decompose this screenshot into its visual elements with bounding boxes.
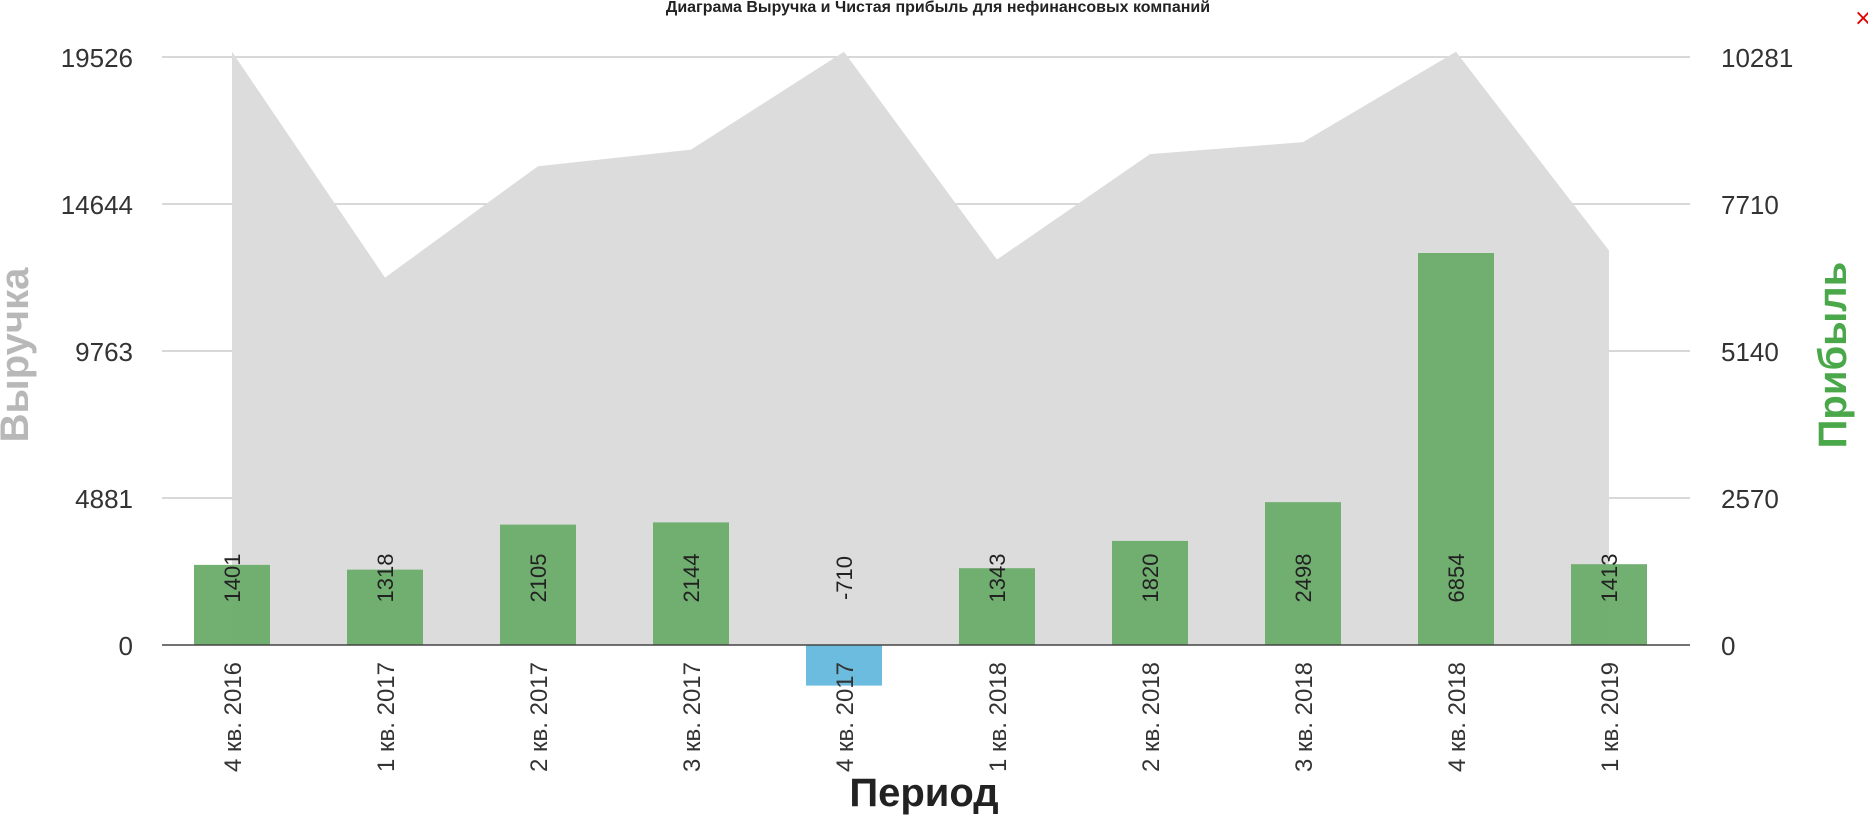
right-tick-label: 10281 [1721, 43, 1793, 73]
x-tick-label: 4 кв. 2016 [220, 662, 247, 772]
profit-bar [959, 568, 1035, 645]
bar-value-label: 1401 [220, 554, 245, 603]
bar-value-label: 2144 [679, 554, 704, 603]
profit-bar [1112, 540, 1188, 645]
profit-bar [1571, 564, 1647, 645]
x-tick-label: 4 кв. 2018 [1444, 662, 1471, 772]
profit-bar [347, 569, 423, 645]
right-tick-label: 7710 [1721, 190, 1779, 220]
right-axis-title: Прибыль [1811, 262, 1855, 449]
left-tick-label: 9763 [75, 337, 133, 367]
x-tick-label: 1 кв. 2017 [373, 662, 400, 772]
left-tick-label: 19526 [61, 43, 133, 73]
bar-value-label: 1318 [373, 554, 398, 603]
profit-bar [194, 564, 270, 645]
x-tick-label: 3 кв. 2018 [1291, 662, 1318, 772]
x-tick-label: 1 кв. 2019 [1597, 662, 1624, 772]
x-tick-label: 3 кв. 2017 [679, 662, 706, 772]
x-tick-label: 2 кв. 2018 [1138, 662, 1165, 772]
profit-bars [194, 253, 1647, 686]
chart-title: Диаграма Выручка и Чистая прибыль для не… [666, 0, 1210, 16]
profit-bar [806, 645, 882, 686]
bar-value-label: -710 [832, 556, 857, 600]
profit-bar [500, 524, 576, 645]
revenue-area [232, 51, 1609, 646]
x-tick-label: 2 кв. 2017 [526, 662, 553, 772]
left-axis-ticks: 0 4881 9763 14644 19526 [61, 43, 133, 661]
right-tick-label: 0 [1721, 631, 1735, 661]
left-axis-title: Выручка [0, 267, 37, 442]
x-tick-label: 4 кв. 2017 [832, 662, 859, 772]
x-axis-title: Период [849, 771, 998, 815]
right-tick-label: 2570 [1721, 484, 1779, 514]
profit-bar [653, 522, 729, 645]
right-tick-label: 5140 [1721, 337, 1779, 367]
profit-bar [1418, 253, 1494, 645]
bar-value-label: 2498 [1291, 554, 1316, 603]
right-axis-ticks: 0 2570 5140 7710 10281 [1721, 43, 1793, 661]
bar-value-label: 2105 [526, 554, 551, 603]
left-tick-label: 14644 [61, 190, 133, 220]
close-icon[interactable]: × [1854, 6, 1868, 31]
x-axis-ticks: 4 кв. 2016 1 кв. 2017 2 кв. 2017 3 кв. 2017… [220, 662, 1624, 772]
bar-value-label: 1413 [1597, 554, 1622, 603]
bar-value-label: 1820 [1138, 554, 1163, 603]
left-tick-label: 0 [119, 631, 133, 661]
left-tick-label: 4881 [75, 484, 133, 514]
bar-value-label: 1343 [985, 554, 1010, 603]
bar-value-label: 6854 [1444, 554, 1469, 603]
profit-bar [1265, 502, 1341, 645]
bar-value-labels: 1401 1318 2105 2144 -710 1343 1820 2498 6854 1413 [220, 554, 1622, 603]
x-tick-label: 1 кв. 2018 [985, 662, 1012, 772]
